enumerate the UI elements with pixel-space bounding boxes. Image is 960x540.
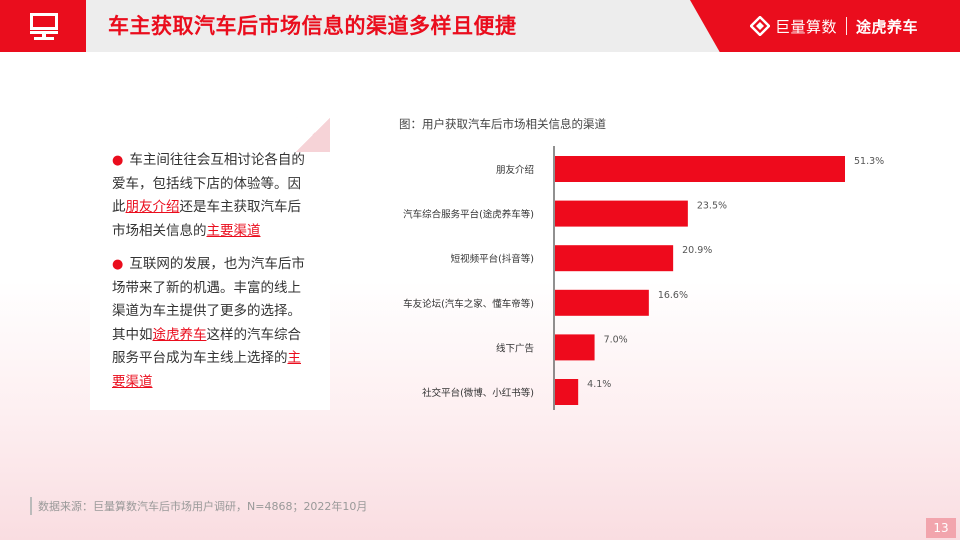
card-corner-fold [296,117,330,152]
value-label-3: 16.6% [658,290,688,301]
insight-paragraph-1: ● 车主间往往会互相讨论各自的爱车，包括线下店的体验等。因此朋友介绍还是车主获取汽… [112,149,308,243]
page-title: 车主获取汽车后市场信息的渠道多样且便捷 [108,14,517,38]
value-label-0: 51.3% [854,156,884,167]
source-marker [30,497,32,515]
bullet-icon: ● [112,153,124,168]
para2-highlight-2: 主要渠道 [112,350,301,390]
bar-1 [555,200,688,227]
channel-bar-chart: 朋友介绍 51.3% 汽车综合服务平台(途虎养车等) 23.5% 短视频平台(抖音等) 2… [403,146,884,410]
bar-3 [555,289,649,316]
bar-4 [555,334,595,361]
logo-box [0,0,86,52]
brand-juliang: 巨量算数 [775,17,838,36]
category-label-5: 社交平台(微博、小红书等) [422,387,534,399]
monitor-icon [30,13,58,40]
bar-0 [555,156,845,182]
category-label-0: 朋友介绍 [496,164,534,176]
category-label-1: 汽车综合服务平台(途虎养车等) [403,209,534,221]
brand-divider [846,17,848,35]
insight-paragraph-2: ● 互联网的发展，也为汽车后市场带来了新的机遇。丰富的线上渠道为车主提供了更多的选… [112,253,308,394]
para1-text-a: 车主间往往会互相讨论各自的爱车，包括线下店的体验等。因此 [112,152,305,215]
para1-highlight-2: 主要渠道 [206,222,261,239]
bar-5 [555,379,579,405]
para2-highlight-1: 途虎养车 [152,326,207,343]
chart-title: 图：用户获取汽车后市场相关信息的渠道 [399,117,606,131]
page-number: 13 [926,518,956,538]
category-label-2: 短视频平台(抖音等) [451,253,534,265]
para1-text-b: 还是车主获取汽车后市场相关信息的 [112,199,301,239]
value-label-4: 7.0% [604,334,628,345]
data-source: 数据来源：巨量算数汽车后市场用户调研，N=4868；2022年10月 [38,500,368,513]
category-label-4: 线下广告 [496,342,534,354]
value-label-2: 20.9% [682,245,712,256]
brand-logos: 巨量算数 途虎养车 [750,14,918,38]
value-label-1: 23.5% [697,201,727,212]
para1-highlight-1: 朋友介绍 [125,199,180,215]
category-label-3: 车友论坛(汽车之家、懂车帝等) [403,298,534,310]
para2-text-b: 这样的汽车综合服务平台成为车主线上选择的 [112,326,301,367]
insight-card [90,117,330,410]
value-label-5: 4.1% [587,379,611,390]
brand-band [690,0,960,52]
para2-text-a: 互联网的发展，也为汽车后市场带来了新的机遇。丰富的线上渠道为车主提供了更多的选择… [112,256,305,343]
bullet-icon: ● [112,257,124,272]
juliang-logo-icon [750,16,770,36]
brand-tuhu: 途虎养车 [856,17,919,36]
bar-2 [555,245,674,272]
